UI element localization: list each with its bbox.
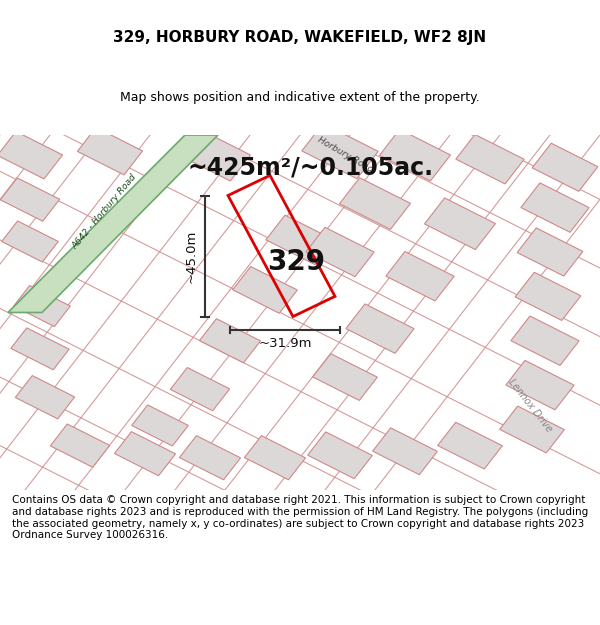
- Polygon shape: [179, 436, 241, 480]
- Text: ~31.9m: ~31.9m: [258, 337, 312, 349]
- Polygon shape: [511, 316, 579, 366]
- Polygon shape: [266, 215, 334, 264]
- Polygon shape: [517, 228, 583, 276]
- Polygon shape: [424, 198, 496, 249]
- Text: Map shows position and indicative extent of the property.: Map shows position and indicative extent…: [120, 91, 480, 104]
- Polygon shape: [456, 134, 524, 184]
- Polygon shape: [506, 361, 574, 410]
- Text: ~45.0m: ~45.0m: [185, 229, 197, 282]
- Polygon shape: [0, 131, 62, 179]
- Polygon shape: [521, 183, 589, 232]
- Polygon shape: [1, 178, 59, 221]
- Polygon shape: [233, 266, 298, 313]
- Polygon shape: [11, 328, 69, 370]
- Polygon shape: [379, 129, 451, 181]
- Text: A642 - Horbury Road: A642 - Horbury Road: [71, 173, 139, 251]
- Polygon shape: [179, 129, 251, 181]
- Polygon shape: [313, 354, 377, 401]
- Text: Contains OS data © Crown copyright and database right 2021. This information is : Contains OS data © Crown copyright and d…: [12, 496, 588, 540]
- Text: 329, HORBURY ROAD, WAKEFIELD, WF2 8JN: 329, HORBURY ROAD, WAKEFIELD, WF2 8JN: [113, 30, 487, 45]
- Polygon shape: [515, 272, 581, 321]
- Polygon shape: [8, 135, 218, 312]
- Polygon shape: [244, 436, 305, 480]
- Polygon shape: [500, 406, 565, 453]
- Polygon shape: [373, 428, 437, 474]
- Polygon shape: [302, 124, 378, 179]
- Polygon shape: [437, 422, 502, 469]
- Polygon shape: [346, 304, 414, 353]
- Polygon shape: [131, 405, 188, 446]
- Polygon shape: [16, 376, 74, 419]
- Polygon shape: [50, 424, 110, 468]
- Polygon shape: [340, 177, 410, 229]
- Text: ~425m²/~0.105ac.: ~425m²/~0.105ac.: [187, 155, 433, 179]
- Polygon shape: [199, 319, 260, 362]
- Polygon shape: [14, 286, 70, 327]
- Polygon shape: [170, 368, 230, 411]
- Polygon shape: [386, 251, 454, 301]
- Polygon shape: [532, 143, 598, 191]
- Polygon shape: [2, 221, 58, 262]
- Text: 329: 329: [268, 248, 325, 276]
- Polygon shape: [77, 127, 143, 175]
- Text: Horbury Road: Horbury Road: [316, 136, 374, 175]
- Text: Lennox Drive: Lennox Drive: [506, 377, 554, 434]
- Polygon shape: [308, 432, 373, 479]
- Polygon shape: [306, 228, 374, 277]
- Polygon shape: [115, 432, 176, 476]
